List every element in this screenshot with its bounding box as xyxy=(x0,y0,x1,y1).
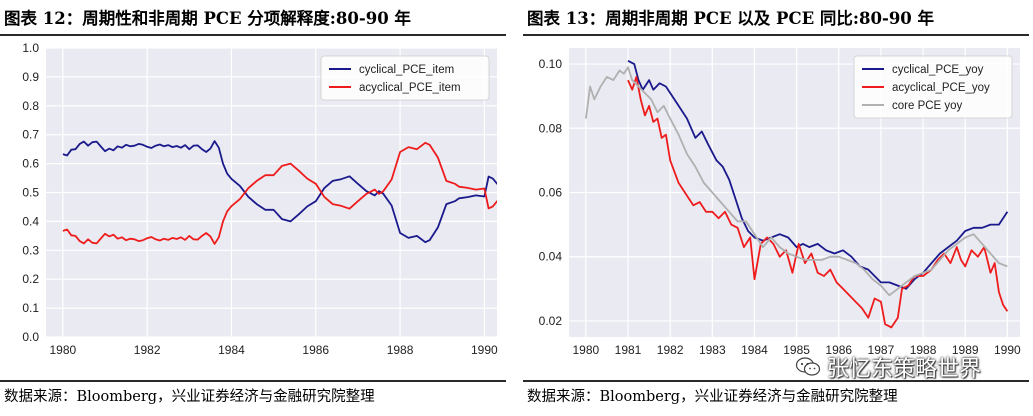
legend-label: cyclical_PCE_yoy xyxy=(892,64,984,76)
y-tick-label: 0.8 xyxy=(22,99,39,113)
x-tick-label: 1988 xyxy=(910,343,937,357)
x-tick-label: 1982 xyxy=(657,343,684,357)
legend-label: cyclical_PCE_item xyxy=(359,64,454,76)
y-tick-label: 0.10 xyxy=(539,57,563,71)
series-line-cyclical-pce-item xyxy=(62,140,497,244)
x-tick-label: 1981 xyxy=(615,343,642,357)
series-line-acyclical-pce-yoy xyxy=(627,76,1009,329)
y-tick-label: 0.2 xyxy=(22,272,39,286)
y-tick-label: 1.0 xyxy=(22,41,39,55)
y-tick-label: 0.9 xyxy=(22,70,39,84)
left-chart-title: 图表 12：周期性和非周期 PCE 分项解释度:80-90 年 xyxy=(4,9,411,28)
series-group xyxy=(585,60,1009,329)
x-tick-label: 1988 xyxy=(387,343,414,357)
y-tick-label: 0.06 xyxy=(539,186,563,200)
right-line-chart: 0.02 0.04 0.06 0.08 0.10 1980 1981 1982 1983 1984… xyxy=(539,48,1021,357)
y-tick-label: 0.6 xyxy=(22,157,39,171)
left-bottom-rule xyxy=(0,380,506,382)
x-tick-label: 1984 xyxy=(741,343,768,357)
right-chart-title: 图表 13：周期非周期 PCE 以及 PCE 同比:80-90 年 xyxy=(527,9,935,28)
x-tick-label: 1986 xyxy=(302,343,329,357)
x-tick-label: 1985 xyxy=(783,343,810,357)
y-tick-label: 0.7 xyxy=(22,128,39,142)
y-tick-label: 0.02 xyxy=(539,314,563,328)
y-tick-label: 0.08 xyxy=(539,121,563,135)
y-tick-label: 0.0 xyxy=(22,330,39,344)
left-top-rule xyxy=(0,34,506,36)
y-tick-label: 0.3 xyxy=(22,243,39,257)
left-chart-panel: 图表 12：周期性和非周期 PCE 分项解释度:80-90 年 0.0 0.1 0.… xyxy=(0,0,510,416)
x-tick-label: 1984 xyxy=(218,343,245,357)
right-chart-panel: 图表 13：周期非周期 PCE 以及 PCE 同比:80-90 年 0.02 0.… xyxy=(523,0,1033,416)
right-bottom-rule xyxy=(523,380,1029,382)
x-tick-label: 1989 xyxy=(952,343,979,357)
wechat-icon xyxy=(795,357,821,376)
series-line-acyclical-pce-item xyxy=(62,141,497,245)
watermark: 张忆东策略世界 xyxy=(795,352,981,382)
x-tick-label: 1990 xyxy=(994,343,1021,357)
y-tick-label: 0.5 xyxy=(22,186,39,200)
x-tick-label: 1986 xyxy=(825,343,852,357)
legend-label: core PCE yoy xyxy=(892,100,963,112)
right-top-rule xyxy=(523,34,1029,36)
left-source-note: 数据来源：Bloomberg，兴业证券经济与金融研究院整理 xyxy=(4,389,375,405)
legend-label: acyclical_PCE_item xyxy=(359,82,461,94)
legend-box xyxy=(320,55,490,101)
right-source-note: 数据来源：Bloomberg，兴业证券经济与金融研究院整理 xyxy=(527,389,898,405)
y-tick-label: 0.04 xyxy=(539,250,563,264)
left-line-chart: 0.0 0.1 0.2 0.3 0.4 0.5 0.6 0.7 0.8 0.9 1.0 1980 198… xyxy=(22,41,498,357)
series-group xyxy=(62,140,497,245)
x-tick-label: 1980 xyxy=(573,343,600,357)
x-tick-label: 1987 xyxy=(868,343,895,357)
y-tick-label: 0.1 xyxy=(22,301,39,315)
x-tick-label: 1990 xyxy=(471,343,498,357)
x-tick-label: 1982 xyxy=(134,343,161,357)
watermark-text: 张忆东策略世界 xyxy=(827,357,982,382)
x-tick-label: 1983 xyxy=(699,343,726,357)
legend-box xyxy=(853,55,1013,119)
y-tick-label: 0.4 xyxy=(22,214,39,228)
legend-label: acyclical_PCE_yoy xyxy=(892,82,990,94)
x-tick-label: 1980 xyxy=(50,343,77,357)
series-line-core-pce-yoy xyxy=(585,66,1008,297)
